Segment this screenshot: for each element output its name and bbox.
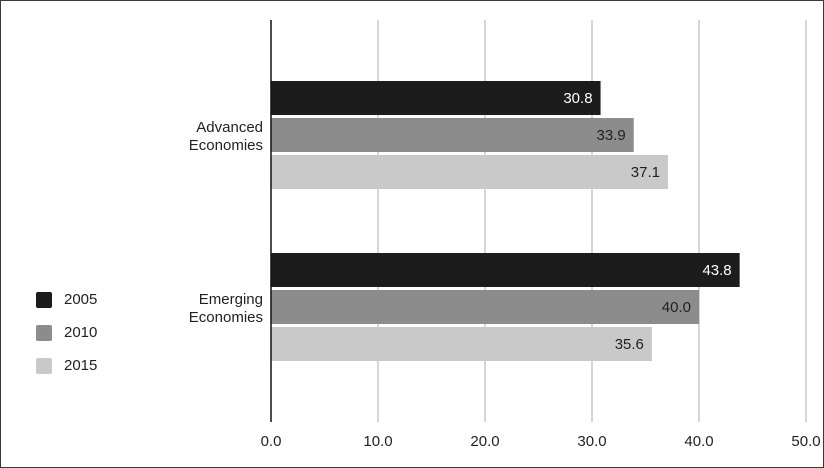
category-label: Advanced Economies: [189, 119, 263, 154]
x-tick-label: 30.0: [577, 433, 606, 450]
legend-swatch-2015: [36, 357, 52, 374]
bar-value-label: 35.6: [615, 336, 644, 353]
legend-swatch-2010: [36, 324, 52, 341]
x-tick-label: 0.0: [261, 433, 282, 450]
bar-value-label: 30.8: [563, 90, 592, 107]
x-tick-label: 50.0: [791, 433, 820, 450]
bar-value-label: 40.0: [662, 299, 691, 316]
bar-2015-1: [271, 155, 668, 189]
bar-2005-1: [271, 81, 601, 115]
bar-value-label: 33.9: [597, 127, 626, 144]
legend: 2005 2010 2015: [36, 283, 97, 382]
bar-value-label: 37.1: [631, 164, 660, 181]
legend-label-2005: 2005: [64, 291, 98, 308]
legend-item-2005: 2005: [36, 283, 97, 316]
legend-item-2010: 2010: [36, 316, 97, 349]
legend-label-2010: 2010: [64, 324, 98, 341]
bar-2010-1: [271, 118, 634, 152]
category-label: Emerging Economies: [189, 291, 263, 326]
x-tick-label: 40.0: [684, 433, 713, 450]
bar-2005-2: [271, 253, 740, 287]
bar-value-label: 43.8: [702, 262, 731, 279]
legend-label-2015: 2015: [64, 357, 98, 374]
legend-swatch-2005: [36, 291, 52, 308]
bar-2010-2: [271, 290, 699, 324]
x-tick-label: 10.0: [363, 433, 392, 450]
bar-2015-2: [271, 327, 652, 361]
x-tick-label: 20.0: [470, 433, 499, 450]
legend-item-2015: 2015: [36, 349, 97, 382]
